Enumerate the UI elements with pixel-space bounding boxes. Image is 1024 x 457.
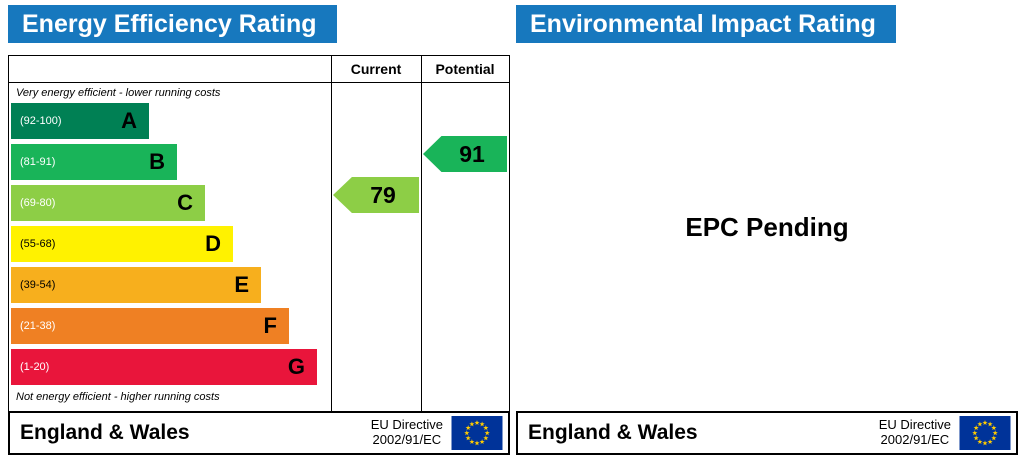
footer-england-wales-right: England & Wales EU Directive 2002/91/EC <box>516 411 1018 455</box>
top-note: Very energy efficient - lower running co… <box>16 87 221 99</box>
rating-bands: (92-100) A (81-91) B (69-80) C (55-68) D… <box>11 103 317 390</box>
band-row-d: (55-68) D <box>11 226 233 262</box>
column-divider <box>331 56 332 412</box>
potential-column-header: Potential <box>435 61 495 77</box>
band-range-label: (55-68) <box>20 238 56 250</box>
eu-directive-text: EU Directive 2002/91/EC <box>878 417 951 448</box>
potential-rating-arrow: 91 <box>423 136 507 172</box>
band-range-label: (1-20) <box>20 361 50 373</box>
band-letter: F <box>263 313 277 338</box>
band-letter: E <box>234 272 249 297</box>
eu-directive-text: EU Directive 2002/91/EC <box>370 417 443 448</box>
column-header-row: Current Potential <box>9 56 509 83</box>
eu-flag-icon <box>451 416 503 450</box>
region-label: England & Wales <box>528 421 698 444</box>
band-range-label: (69-80) <box>20 197 56 209</box>
potential-rating-value: 91 <box>459 140 485 167</box>
environmental-rating-title: Environmental Impact Rating <box>516 5 896 43</box>
band-row-c: (69-80) C <box>11 185 205 221</box>
eu-directive-line1: EU Directive <box>878 417 951 433</box>
eu-directive-line1: EU Directive <box>370 417 443 433</box>
current-column-header: Current <box>350 61 402 77</box>
band-letter: C <box>177 190 193 215</box>
band-letter: D <box>205 231 221 256</box>
band-letter: G <box>287 354 305 379</box>
band-letter: B <box>149 149 165 174</box>
band-letter: A <box>121 108 137 133</box>
epc-pending-message: EPC Pending <box>685 212 849 242</box>
band-range-label: (81-91) <box>20 156 56 168</box>
band-range-label: (92-100) <box>20 115 62 127</box>
region-label: England & Wales <box>20 421 190 444</box>
band-row-a: (92-100) A <box>11 103 149 139</box>
band-row-f: (21-38) F <box>11 308 289 344</box>
current-rating-value: 79 <box>370 181 396 208</box>
energy-rating-chart: Current Potential Very energy efficient … <box>8 55 510 413</box>
energy-rating-title: Energy Efficiency Rating <box>8 5 337 43</box>
footer-england-wales-left: England & Wales EU Directive 2002/91/EC <box>8 411 510 455</box>
eu-directive-line2: 2002/91/EC <box>880 432 950 447</box>
eu-directive-line2: 2002/91/EC <box>372 432 442 447</box>
band-row-g: (1-20) G <box>11 349 317 385</box>
bottom-note: Not energy efficient - higher running co… <box>16 391 220 403</box>
band-row-e: (39-54) E <box>11 267 261 303</box>
eu-flag-icon <box>959 416 1011 450</box>
current-rating-arrow: 79 <box>333 177 419 213</box>
band-row-b: (81-91) B <box>11 144 177 180</box>
band-range-label: (21-38) <box>20 320 56 332</box>
band-range-label: (39-54) <box>20 279 56 291</box>
column-divider <box>421 56 422 412</box>
